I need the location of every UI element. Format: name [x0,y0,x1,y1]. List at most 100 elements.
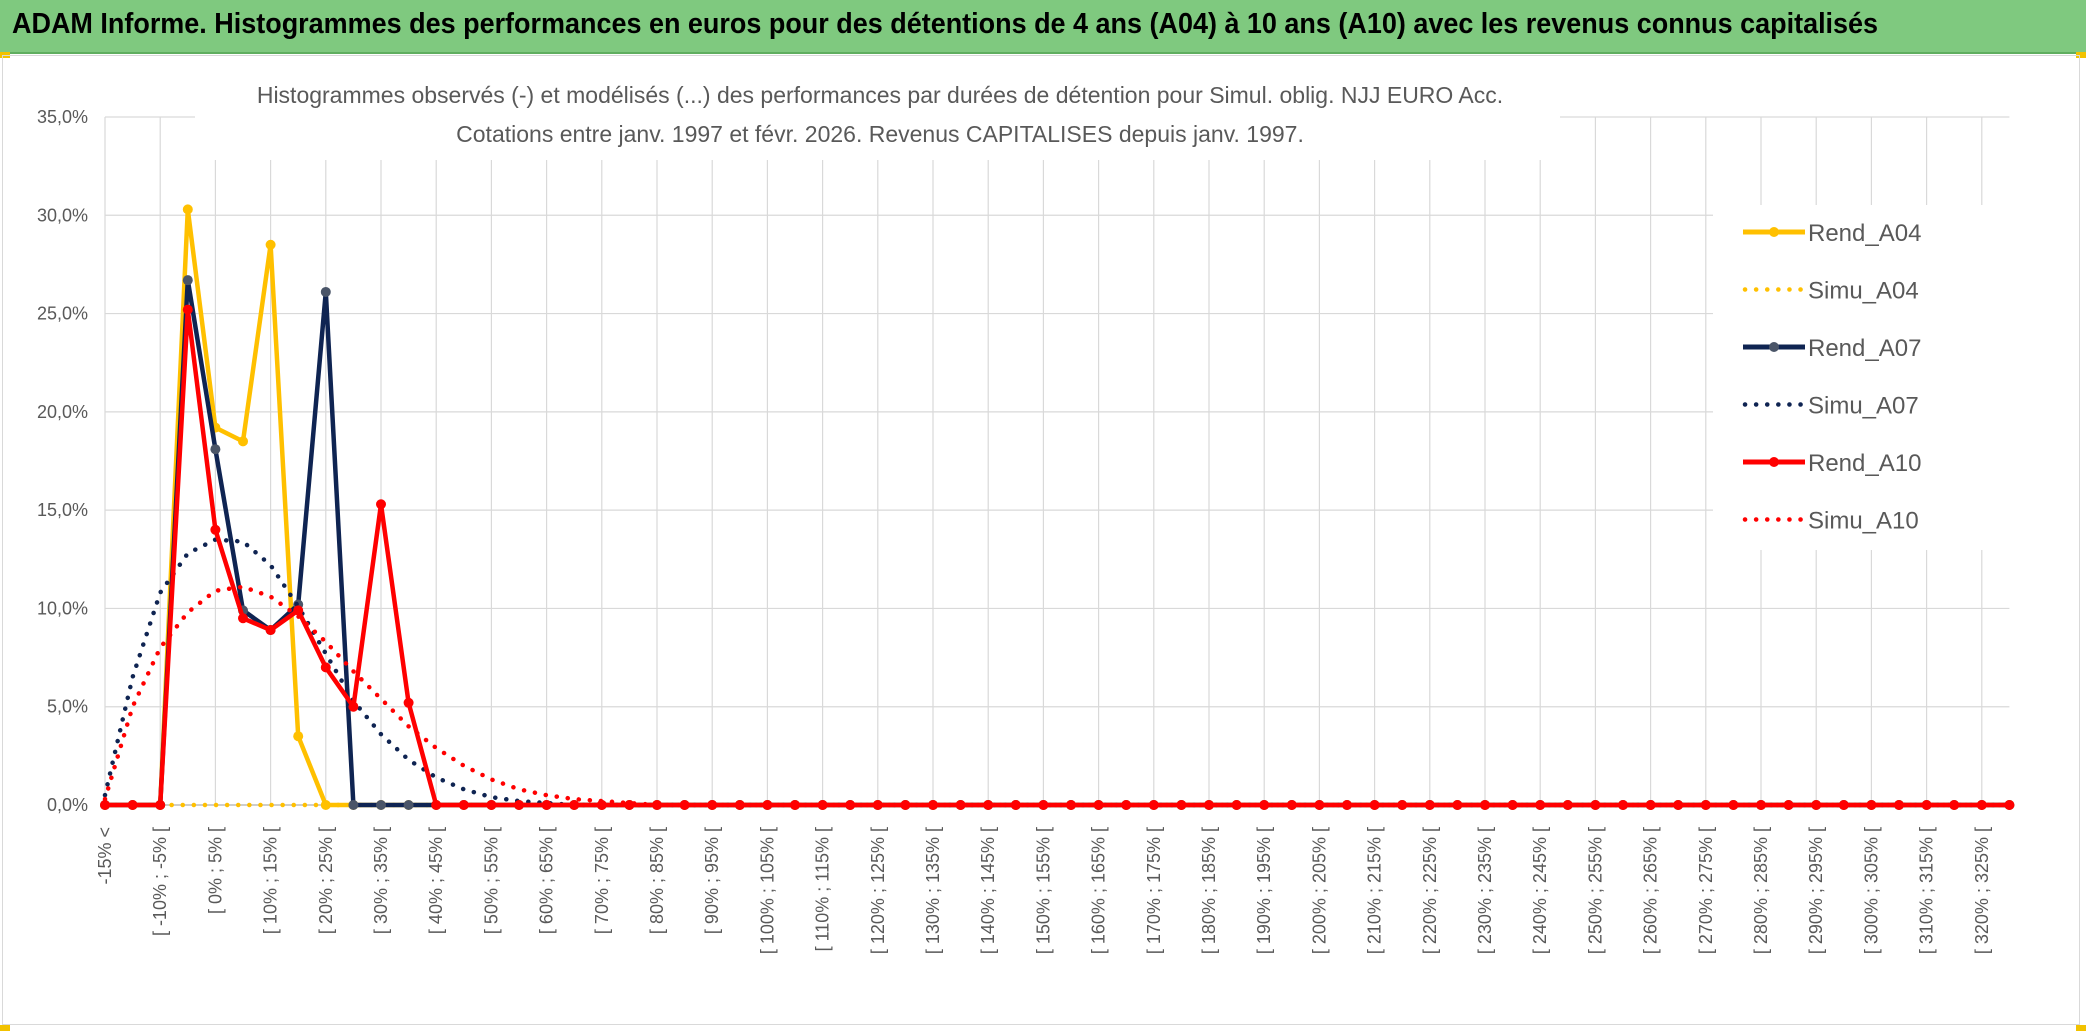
data-point-rend-a10 [1176,800,1187,810]
data-point-rend-a10 [376,499,386,510]
data-point-rend-a10 [955,800,966,810]
data-point-rend-a10 [679,800,690,810]
x-tick-label: [ 300% ; 305% [ [1861,827,1881,954]
data-point-rend-a10 [1369,800,1380,810]
data-point-rend-a10 [900,800,911,810]
data-point-rend-a10 [1010,800,1021,810]
data-point-rend-a10 [1342,800,1352,810]
x-tick-label: [ 210% ; 215% [ [1365,827,1385,954]
y-tick-label: 35,0% [37,107,88,127]
data-point-rend-a10 [790,800,800,810]
x-tick-label: [ 250% ; 255% [ [1585,827,1605,954]
y-tick-label: 10,0% [37,598,88,618]
legend: Rend_A04 Simu_A04 Rend_A07 Simu_A07 Rend_A10… [1742,220,1921,535]
data-point-rend-a10 [845,800,856,810]
x-tick-label: [ 270% ; 275% [ [1696,827,1716,954]
x-tick-label: [ 290% ; 295% [ [1806,827,1826,954]
legend-label-simu-a10: Simu_A10 [1808,508,1919,535]
data-point-rend-a10 [1259,800,1270,810]
chart-area [2,55,2080,1025]
data-point-rend-a10 [320,662,331,673]
data-point-rend-a10 [127,800,138,810]
y-axis: 0,0% 5,0% 10,0% 15,0% 20,0% 25,0% 30,0% 35,0% [37,107,88,815]
x-tick-label: [ 40% ; 45% [ [426,827,446,934]
x-tick-label: [ 30% ; 35% [ [371,827,391,934]
data-point-rend-a10 [514,800,524,810]
x-tick-label: [ 90% ; 95% [ [702,827,722,934]
data-point-rend-a07 [320,286,331,297]
y-tick-label: 5,0% [47,697,88,717]
data-point-rend-a10 [1700,800,1711,810]
data-point-rend-a10 [1424,800,1435,810]
data-point-rend-a10 [458,800,469,810]
x-tick-label: [ 310% ; 315% [ [1917,827,1937,954]
x-tick-label: [ 170% ; 175% [ [1144,827,1164,954]
x-tick-label: [ 70% ; 75% [ [592,827,612,934]
data-point-rend-a04 [182,204,193,215]
x-tick-label: [ 100% ; 105% [ [757,827,777,954]
x-tick-label: [ 180% ; 185% [ [1199,827,1219,954]
data-point-rend-a10 [1480,800,1490,810]
data-point-rend-a10 [734,800,745,810]
x-tick-label: [ 130% ; 135% [ [923,827,943,954]
x-tick-label: [ 20% ; 25% [ [316,827,336,934]
data-point-rend-a10 [1756,800,1766,810]
legend-marker-rend-a10 [1769,457,1779,467]
y-tick-label: 30,0% [37,205,88,225]
data-point-rend-a10 [100,800,110,810]
data-point-rend-a10 [210,524,221,535]
legend-label-rend-a04: Rend_A04 [1808,220,1921,247]
data-point-rend-a10 [182,304,193,315]
x-tick-label: [ 150% ; 155% [ [1033,827,1053,954]
legend-label-simu-a07: Simu_A07 [1808,393,1919,420]
grid [104,116,2010,806]
corner-accent [2076,1025,2086,1031]
data-point-rend-a10 [265,625,276,636]
data-point-rend-a10 [1231,800,1242,810]
data-point-rend-a10 [541,800,552,810]
data-point-rend-a10 [1976,800,1987,810]
chart-subtitle: Cotations entre janv. 1997 et févr. 2026… [456,121,1304,147]
chart-title: Histogrammes observés (-) et modélisés (… [256,82,1504,108]
y-tick-label: 0,0% [47,795,88,815]
report-banner: ADAM Informe. Histogrammes des performan… [0,0,2086,54]
data-point-rend-a04 [265,239,276,250]
x-tick-label: [ 140% ; 145% [ [978,827,998,954]
corner-accent [2076,52,2086,58]
x-tick-label: [ 230% ; 235% [ [1475,827,1495,954]
data-point-rend-a07 [348,800,359,810]
data-point-rend-a10 [1921,800,1932,810]
data-point-rend-a10 [624,800,635,810]
x-axis: -15% < [ -10% ; -5% [[ 0% ; 5% [[ 10% ; 1… [95,804,2010,954]
data-point-rend-a10 [1535,800,1546,810]
series-layer [100,204,2015,810]
data-point-rend-a10 [1590,800,1601,810]
data-point-rend-a10 [2004,800,2015,810]
x-tick-label: [ 220% ; 225% [ [1420,827,1440,954]
corner-accent [0,1025,10,1031]
data-point-rend-a10 [486,800,497,810]
y-tick-label: 25,0% [37,304,88,324]
x-tick-label: [ 120% ; 125% [ [868,827,888,954]
data-point-rend-a10 [569,800,580,810]
x-tick-label: [ 110% ; 115% [ [813,827,833,951]
report-title: ADAM Informe. Histogrammes des performan… [12,8,1879,40]
legend-background [1713,205,2018,550]
data-point-rend-a10 [1314,800,1325,810]
data-point-rend-a07 [403,800,414,810]
data-point-rend-a04 [293,731,304,742]
x-tick-label: [ 260% ; 265% [ [1641,827,1661,954]
x-tick-label: -15% < [95,827,115,885]
data-point-rend-a10 [1121,800,1132,810]
data-point-rend-a10 [1286,800,1297,810]
data-point-rend-a10 [1811,800,1822,810]
data-point-rend-a10 [403,697,414,708]
x-tick-label: [ 240% ; 245% [ [1530,827,1550,954]
legend-label-rend-a10: Rend_A10 [1808,450,1921,477]
x-tick-label: [ 320% ; 325% [ [1972,827,1992,954]
data-point-rend-a07 [376,800,386,810]
data-point-rend-a10 [293,605,304,616]
x-tick-label: [ 10% ; 15% [ [261,827,281,934]
x-tick-label: [ 200% ; 205% [ [1309,827,1329,954]
